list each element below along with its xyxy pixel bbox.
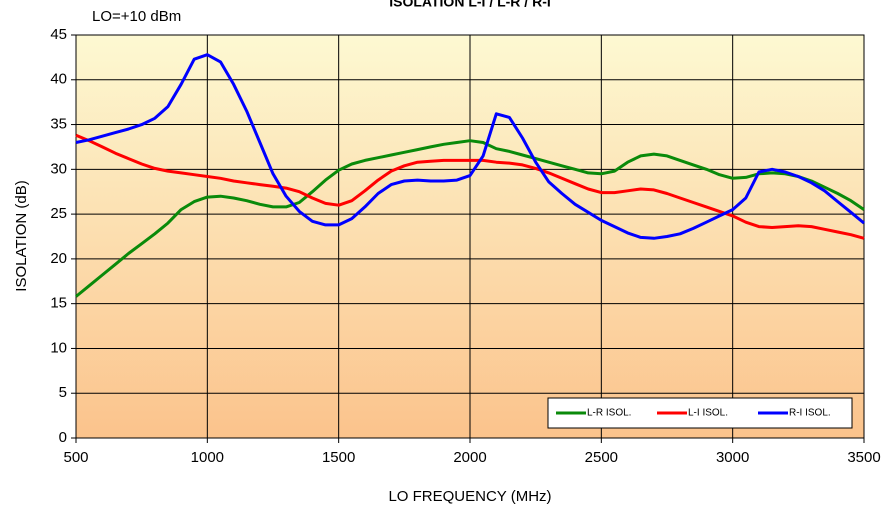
y-tick-label: 15 xyxy=(50,295,67,312)
y-tick-label: 25 xyxy=(50,205,67,222)
y-tick-label: 40 xyxy=(50,71,67,88)
y-axis-label: ISOLATION (dB) xyxy=(13,180,30,291)
y-tick-label: 5 xyxy=(59,384,67,401)
y-tick-label: 10 xyxy=(50,339,67,356)
series-line xyxy=(75,53,865,240)
plot-border xyxy=(75,34,865,439)
x-tick-label: 1000 xyxy=(191,449,224,466)
x-tick-label: 1500 xyxy=(322,449,355,466)
legend-label: L-I ISOL. xyxy=(688,408,728,419)
legend-label: R-I ISOL. xyxy=(789,408,831,419)
series-line xyxy=(75,139,865,298)
y-tick-label: 0 xyxy=(59,429,67,446)
series-line xyxy=(75,133,865,240)
x-axis-label: LO FREQUENCY (MHz) xyxy=(388,488,551,505)
y-tick-label: 20 xyxy=(50,250,67,267)
x-tick-label: 500 xyxy=(63,449,88,466)
chart-title: ISOLATION L-I / L-R / R-I xyxy=(389,0,551,10)
y-tick-label: 30 xyxy=(50,160,67,177)
annotation: LO=+10 dBm xyxy=(92,8,181,25)
x-tick-label: 3500 xyxy=(847,449,880,466)
x-tick-label: 2000 xyxy=(453,449,486,466)
y-tick-label: 35 xyxy=(50,116,67,133)
legend-box xyxy=(547,397,853,429)
x-tick-label: 2500 xyxy=(585,449,618,466)
x-tick-label: 3000 xyxy=(716,449,749,466)
y-tick-label: 45 xyxy=(50,26,67,43)
legend-label: L-R ISOL. xyxy=(587,408,631,419)
